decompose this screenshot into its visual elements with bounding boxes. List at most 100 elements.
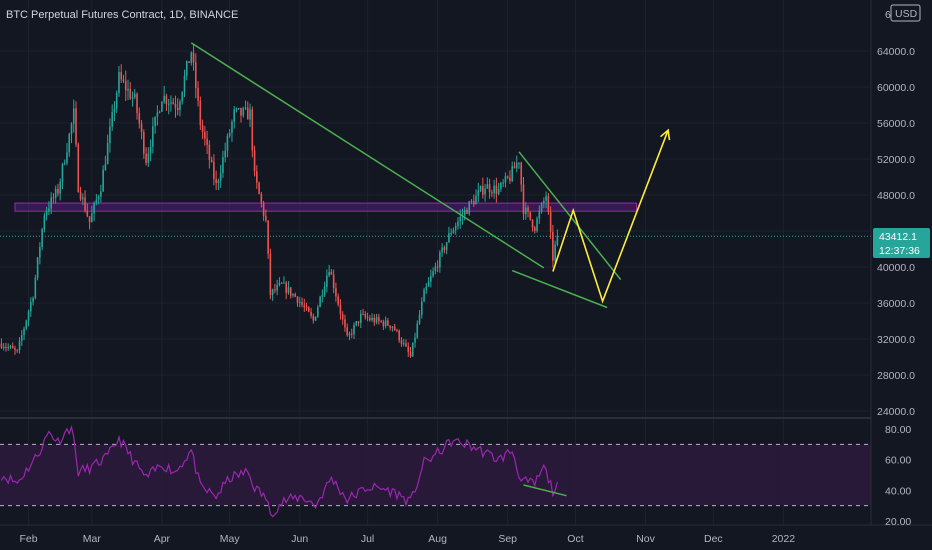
candle-body — [482, 186, 484, 195]
time-tick-label: May — [220, 533, 241, 545]
candle-body — [432, 271, 434, 277]
price-tick-label: 56000.0 — [877, 118, 915, 130]
candle-body — [113, 108, 116, 113]
rsi-tick-label: 80.00 — [885, 424, 911, 436]
candle-body — [68, 134, 71, 153]
candle-body — [484, 188, 486, 195]
candle-body — [102, 169, 104, 192]
candle-body — [88, 216, 91, 223]
candle-body — [491, 192, 493, 194]
candle-body — [502, 182, 504, 184]
candle-body — [251, 109, 254, 151]
candle-body — [486, 184, 489, 189]
candle-body — [201, 125, 204, 133]
candle-body — [36, 257, 39, 278]
candle-body — [106, 142, 109, 165]
candle-body — [82, 197, 84, 200]
candle-body — [283, 282, 285, 284]
rsi-axis[interactable]: 20.00 40.00 60.00 80.00 — [885, 424, 911, 528]
candle-body — [190, 52, 193, 63]
candle-body — [204, 132, 206, 139]
time-axis[interactable]: Feb Mar Apr May Jun Jul Aug Sep Oct Nov Dec 2022 — [20, 533, 796, 545]
candle-body — [393, 326, 396, 331]
candle-body — [439, 252, 441, 268]
candle-body — [63, 163, 66, 165]
candle-body — [210, 159, 213, 162]
candle-body — [434, 266, 437, 272]
candle-body — [16, 349, 19, 351]
candle-body — [468, 201, 471, 214]
time-tick-label: Jul — [361, 533, 374, 545]
candle-body — [45, 211, 48, 216]
candle-body — [183, 75, 186, 92]
candle-body — [355, 321, 358, 326]
currency-button[interactable]: USD — [890, 4, 921, 22]
candle-body — [70, 123, 73, 135]
candle-body — [511, 166, 513, 181]
candle-body — [294, 294, 297, 297]
candle-body — [91, 213, 93, 223]
price-axis[interactable]: 24000.028000.032000.036000.040000.044000… — [877, 46, 915, 418]
candle-body — [344, 319, 346, 328]
candle-body — [529, 211, 532, 220]
price-tick-label: 40000.0 — [877, 262, 915, 274]
candle-body — [414, 337, 416, 343]
candle-body — [258, 182, 260, 194]
candle-body — [310, 311, 312, 316]
candle-body — [2, 347, 5, 349]
time-tick-label: Oct — [567, 533, 583, 545]
candle-body — [213, 161, 215, 179]
time-tick-label: Jun — [291, 533, 308, 545]
candle-body — [278, 282, 281, 286]
candle-body — [244, 107, 247, 109]
candle-body — [520, 162, 523, 185]
time-tick-label: Apr — [154, 533, 171, 545]
candle-body — [348, 333, 351, 336]
candle-body — [534, 227, 536, 231]
candle-body — [129, 88, 132, 99]
candle-body — [39, 247, 41, 258]
candle-body — [152, 126, 154, 147]
candle-body — [423, 289, 425, 302]
candle-body — [337, 296, 339, 305]
projection-arrowhead — [660, 128, 671, 141]
candle-body — [328, 271, 330, 276]
candle-body — [131, 97, 134, 99]
candle-body — [86, 210, 89, 217]
currency-label: USD — [895, 8, 918, 20]
candle-body — [48, 208, 50, 212]
candle-body — [391, 326, 394, 328]
candle-body — [396, 330, 398, 332]
candle-body — [418, 314, 421, 324]
candle-body — [531, 219, 534, 228]
candle-body — [224, 150, 226, 158]
candle-body — [246, 107, 249, 120]
candle-body — [95, 199, 98, 203]
candle-body — [301, 302, 303, 305]
price-badge: 43412.1 12:37:36 — [873, 228, 930, 258]
candle-body — [25, 320, 28, 329]
candle-body — [384, 320, 387, 327]
time-tick-label: Sep — [498, 533, 517, 545]
candle-body — [430, 276, 432, 282]
resistance-zone-layer — [0, 202, 871, 237]
candle-body — [389, 325, 391, 328]
candle-body — [240, 107, 242, 116]
candle-body — [7, 347, 10, 349]
candle-body — [457, 221, 459, 227]
candle-body — [540, 203, 543, 212]
candle-body — [287, 287, 290, 293]
rsi-tick-label: 60.00 — [885, 455, 911, 467]
candle-body — [556, 236, 559, 245]
resistance-zone — [14, 202, 637, 212]
candle-body — [158, 111, 161, 113]
price-tick-label: 24000.0 — [877, 406, 915, 418]
rsi-tick-label: 20.00 — [885, 516, 911, 528]
candle-body — [197, 87, 199, 101]
candle-body — [504, 176, 507, 183]
candle-body — [445, 242, 448, 250]
time-tick-label: Mar — [83, 533, 102, 545]
candle-body — [292, 294, 294, 296]
rsi-divergence-line — [523, 484, 567, 497]
